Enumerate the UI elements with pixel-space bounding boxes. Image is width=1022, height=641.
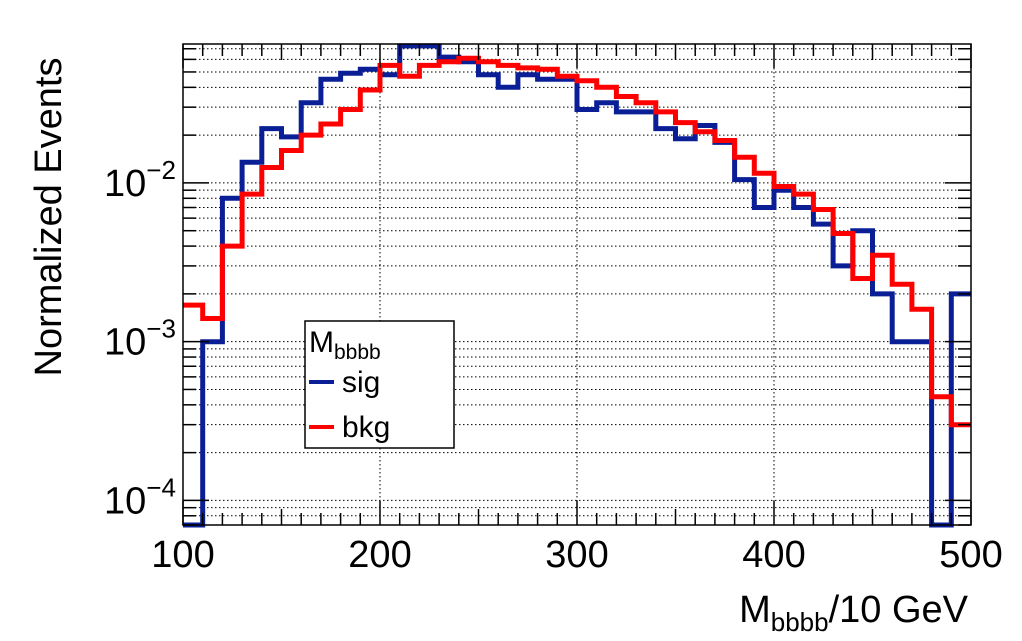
x-tick-label: 400 (742, 534, 805, 576)
y-tick-label: 10−4 (104, 472, 176, 522)
series-layer (183, 43, 971, 528)
series-sig-line (183, 43, 971, 528)
x-tick-label: 500 (939, 534, 1002, 576)
x-tick-label: 200 (348, 534, 411, 576)
x-axis-title: Mbbbb/10 GeV (739, 589, 969, 637)
legend-label-sig: sig (342, 366, 380, 399)
legend-label-bkg: bkg (342, 411, 390, 444)
x-axis-title-sub: bbbb (771, 607, 829, 637)
x-tick-label: 100 (151, 534, 214, 576)
x-tick-label: 300 (545, 534, 608, 576)
y-tick-label: 10−3 (104, 314, 176, 364)
legend: Mbbbb sig bkg (304, 320, 455, 449)
x-axis-title-main: M (739, 589, 771, 631)
legend-title: Mbbbb (309, 326, 381, 364)
y-axis-title: Normalized Events (28, 58, 70, 377)
series-bkg-line (183, 55, 971, 428)
x-axis-title-rest: /10 GeV (829, 589, 969, 631)
label-layer: 100 200 300 400 500 10−4 10−3 10−2 (104, 155, 1003, 576)
legend-title-main: M (309, 326, 334, 359)
tick-layer (182, 44, 972, 526)
y-tick-label: 10−2 (104, 155, 176, 205)
legend-title-sub: bbbb (334, 341, 381, 364)
